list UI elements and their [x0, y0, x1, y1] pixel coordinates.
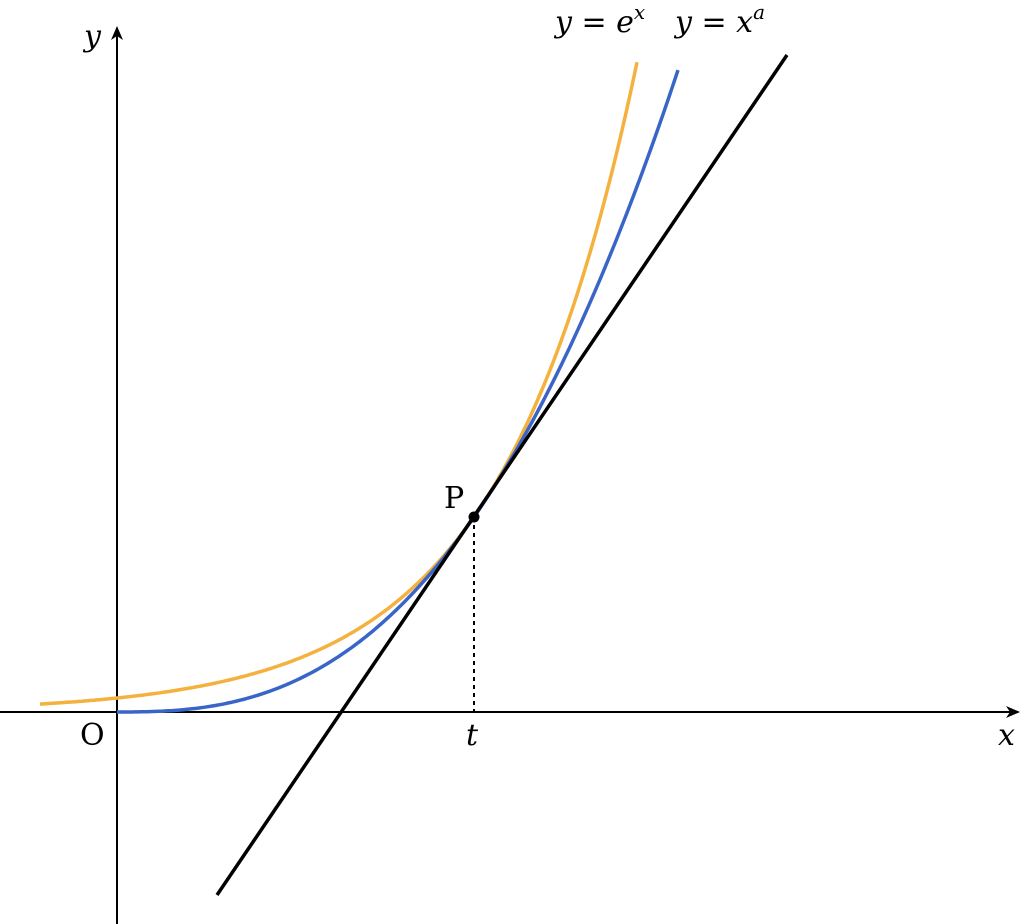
x-axis-label: x: [998, 718, 1015, 753]
origin-label: O: [80, 718, 105, 753]
curve-label-exponent: a: [753, 0, 765, 24]
curve-label-exponent: x: [634, 0, 645, 24]
power-curve: [117, 69, 680, 714]
tangent-line: [215, 54, 789, 896]
curve-label: y = xa: [673, 0, 765, 40]
y-axis-label: y: [82, 19, 102, 54]
curve-label-base: y = x: [673, 5, 753, 40]
t-label: t: [466, 718, 479, 753]
point-label: P: [444, 481, 464, 516]
curve-label-base: y = e: [553, 5, 634, 40]
exp-curve: [39, 61, 639, 706]
curve-label: y = ex: [553, 0, 645, 40]
point-p: [468, 511, 480, 523]
